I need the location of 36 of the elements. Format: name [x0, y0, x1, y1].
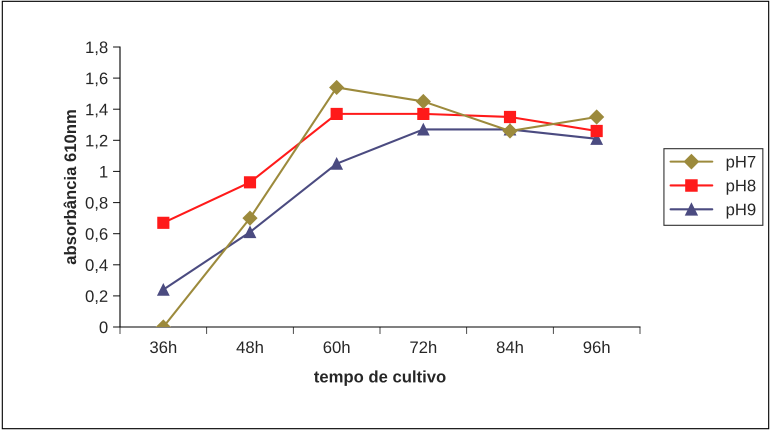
point [417, 108, 430, 120]
x-tick-label: 60h [324, 340, 350, 354]
x-tick-label: 84h [496, 340, 523, 354]
point [417, 123, 430, 136]
y-tick-label: 1,6 [86, 72, 108, 86]
y-tick-label: 0,2 [86, 290, 108, 304]
point [157, 216, 170, 229]
point [242, 210, 258, 226]
x-tick-label: 48h [236, 340, 263, 354]
point [330, 108, 343, 120]
x-tick-label: 36h [150, 340, 176, 354]
y-tick-label: 1,8 [86, 41, 108, 56]
x-tick-label: 72h [410, 340, 436, 353]
y-axis-title: absorbância 610nm [64, 110, 76, 264]
point [330, 158, 343, 170]
x-axis-title: tempo de cultivo [314, 370, 446, 386]
y-tick-label: 1 [100, 166, 108, 178]
point [157, 284, 170, 296]
point [502, 124, 518, 138]
y-tick-label: 1,2 [86, 134, 108, 149]
point [590, 124, 603, 138]
legend-label: pH7 [726, 156, 756, 171]
y-tick-label: 0,4 [86, 259, 108, 273]
point [589, 110, 604, 124]
y-tick-label: 0,8 [86, 196, 108, 211]
y-tick-label: 0 [100, 321, 108, 334]
y-tick-label: 1,4 [86, 104, 108, 118]
point [244, 176, 256, 188]
y-tick-label: 0,6 [86, 228, 108, 242]
x-tick-label: 96h [584, 340, 610, 354]
point [329, 80, 344, 95]
point [416, 94, 431, 109]
point [504, 110, 516, 124]
legend-label: pH8 [726, 180, 756, 195]
point [244, 226, 256, 238]
legend-label: pH9 [726, 204, 756, 219]
